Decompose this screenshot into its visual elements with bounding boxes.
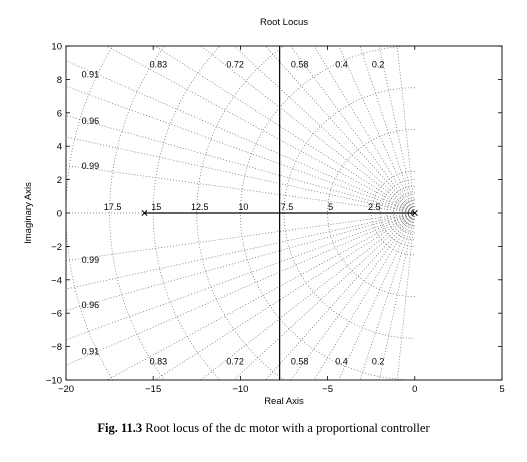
wn-label: 7.5: [281, 202, 294, 212]
damping-ray: [359, 212, 416, 380]
pole-marker: [141, 210, 148, 216]
figure-caption: Fig. 11.3 Root locus of the dc motor wit…: [0, 421, 527, 436]
caption-prefix: Fig. 11.3: [97, 421, 143, 435]
damping-ray: [154, 46, 415, 214]
y-tick-label: −8: [51, 342, 62, 353]
damping-label: 0.72: [226, 357, 244, 367]
damping-ray: [106, 46, 415, 214]
damping-ray: [106, 212, 415, 380]
damping-ray: [290, 46, 416, 214]
damping-label: 0.83: [150, 357, 168, 367]
damping-ray: [200, 46, 416, 214]
damping-label: 0.58: [291, 357, 309, 367]
damping-ray: [338, 46, 416, 214]
y-tick-label: −4: [51, 275, 62, 286]
damping-ray: [66, 165, 415, 214]
damping-label: 0.99: [82, 161, 100, 171]
damping-ray: [265, 46, 416, 214]
y-tick-label: 0: [57, 209, 62, 220]
damping-ray: [378, 212, 416, 380]
wn-label: 12.5: [191, 202, 209, 212]
damping-ray: [66, 212, 415, 311]
y-tick-label: −2: [51, 242, 62, 253]
damping-label: 0.96: [82, 300, 100, 310]
wn-label: 17.5: [104, 202, 122, 212]
damping-label: 0.72: [226, 59, 244, 69]
wn-label: 10: [238, 202, 248, 212]
x-axis-label: Real Axis: [264, 396, 304, 407]
x-tick-label: 5: [499, 384, 504, 395]
damping-ray: [154, 212, 415, 380]
damping-ray: [66, 212, 415, 261]
damping-ray: [66, 136, 415, 214]
y-tick-label: −6: [51, 309, 62, 320]
damping-ray: [66, 85, 415, 214]
x-tick-label: 0: [412, 384, 417, 395]
y-tick-label: 2: [57, 175, 62, 186]
damping-ray: [396, 212, 416, 380]
damping-label: 0.4: [335, 357, 348, 367]
damping-ray: [66, 115, 415, 214]
damping-label: 0.58: [291, 59, 309, 69]
damping-label: 0.91: [82, 69, 100, 79]
damping-label: 0.4: [335, 59, 348, 69]
damping-ray: [396, 46, 416, 214]
wn-label: 15: [151, 202, 161, 212]
wn-label: 2.5: [368, 202, 381, 212]
damping-label: 0.91: [82, 347, 100, 357]
y-tick-label: 10: [51, 42, 62, 53]
x-tick-label: −20: [58, 384, 74, 395]
x-tick-label: −10: [232, 384, 248, 395]
damping-label: 0.99: [82, 255, 100, 265]
y-tick-label: 4: [57, 142, 62, 153]
damping-ray: [66, 60, 415, 214]
wn-circle: [379, 179, 415, 247]
damping-ray: [359, 46, 416, 214]
damping-ray: [378, 46, 416, 214]
caption-text: Root locus of the dc motor with a propor…: [145, 421, 430, 435]
damping-label: 0.96: [82, 116, 100, 126]
y-tick-label: −10: [46, 376, 62, 387]
damping-ray: [66, 212, 415, 290]
wn-label: 5: [328, 202, 333, 212]
sgrid: [66, 46, 416, 380]
damping-ray: [313, 46, 416, 214]
chart-title: Root Locus: [260, 17, 308, 28]
x-tick-label: −5: [322, 384, 333, 395]
damping-label: 0.2: [372, 357, 385, 367]
y-tick-label: 8: [57, 75, 62, 86]
damping-ray: [200, 212, 416, 380]
x-tick-label: −15: [145, 384, 161, 395]
y-axis-label: Imaginary Axis: [23, 182, 34, 244]
damping-ray: [338, 212, 416, 380]
damping-label: 0.2: [372, 59, 385, 69]
y-tick-label: 6: [57, 108, 62, 119]
damping-label: 0.83: [150, 59, 168, 69]
pole-marker: [411, 210, 418, 216]
damping-ray: [233, 46, 416, 214]
